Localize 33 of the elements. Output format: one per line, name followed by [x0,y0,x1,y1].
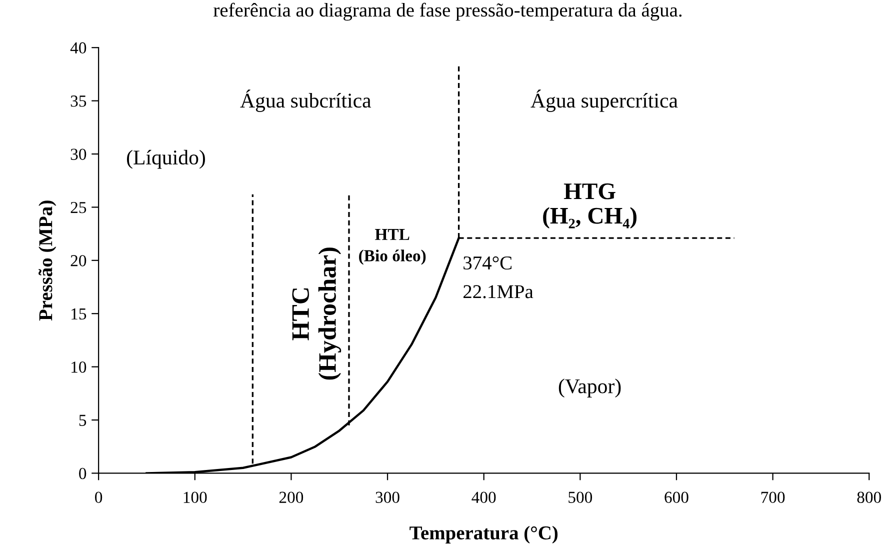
y-tick-label: 15 [72,308,86,320]
annotation: 22.1MPa [464,285,534,298]
annotation: (Hydrochar) [318,248,342,380]
annotation: Água supercrítica [530,90,678,112]
x-tick-label: 300 [376,492,400,503]
y-tick-label: 30 [70,148,86,160]
text: referência ao diagrama de fase pressão-temperatura da água. [214,2,682,21]
annotation: (Líquido) [126,150,205,169]
y-axis-title: Pressão (MPa) [38,200,56,321]
y-tick-label: 35 [70,96,86,107]
x-tick-label: 400 [472,492,496,503]
y-tick-label: 25 [70,202,86,214]
x-tick-label: 0 [95,492,102,503]
x-tick-label: 600 [664,492,688,503]
x-tick-label: 500 [568,492,592,503]
annotation: (H₂, CH₄) [543,207,636,229]
x-axis-title: Temperatura (°C) [410,526,558,544]
annotation: (Bio óleo) [359,250,426,265]
y-tick-label: 10 [72,362,86,373]
y-tick-label: 5 [79,414,86,426]
annotation: HTG [564,183,616,200]
y-tick-label: 40 [70,42,86,54]
annotation: (Vapor) [558,378,621,398]
annotation: HTC [292,288,310,340]
x-tick-label: 100 [184,492,207,503]
y-tick-label: 20 [70,255,86,266]
annotation: HTL [375,229,410,240]
annotation: Água subcrítica [240,90,372,112]
x-tick-label: 200 [279,492,304,503]
annotation: 374°C [464,256,512,270]
y-tick-label: 0 [79,468,86,480]
x-tick-label: 700 [761,492,785,503]
x-tick-label: 800 [857,492,881,503]
